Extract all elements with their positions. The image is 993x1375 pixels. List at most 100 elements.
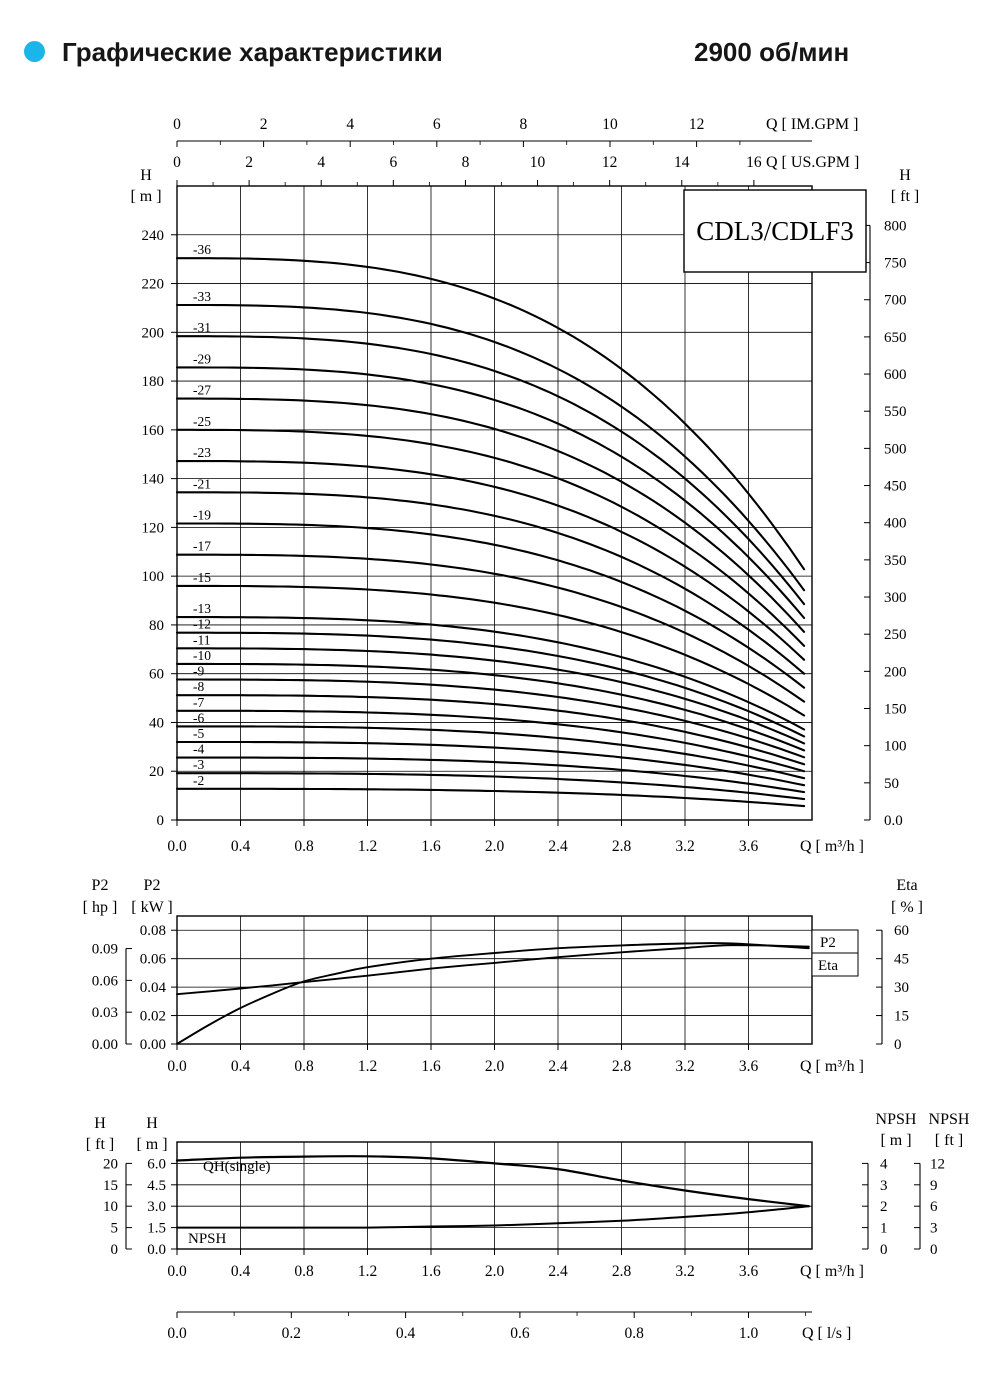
npsh-ft-tick-label: 6	[930, 1199, 938, 1215]
curve-p2	[176, 944, 810, 996]
qh-curve-label-6: -6	[193, 710, 204, 725]
q-m3h-tick-label: 2.8	[612, 1058, 632, 1075]
qh-curve-stage-25	[175, 428, 806, 647]
qh-curve-label-15: -15	[193, 570, 211, 585]
q-ls-tick-label: 0.2	[282, 1325, 301, 1342]
p2-hp-tick-label: 0.06	[92, 973, 119, 989]
q-m3h-tick-label: 2.0	[485, 1058, 505, 1075]
qh-curve-label-36: -36	[193, 242, 211, 257]
q-m3h-tick-label: 0.4	[231, 1058, 251, 1075]
p2-kw-tick-label: 0.00	[140, 1037, 166, 1053]
q-ls-tick-label: 0.4	[396, 1325, 416, 1342]
q-m3h-tick-label: 2.8	[612, 1263, 632, 1280]
npsh-ft-axis-unit: [ ft ]	[935, 1132, 963, 1149]
q-m3h-tick-label: 0.8	[294, 838, 314, 855]
npsh-m-tick-label: 1	[880, 1221, 888, 1237]
q-usgpm-tick-label: 8	[462, 154, 470, 171]
qh-curve-label-3: -3	[193, 757, 204, 772]
q-usgpm-tick-label: 0	[173, 154, 181, 171]
h-ft-tick-label: 5	[111, 1221, 119, 1237]
qh-curve-label-23: -23	[193, 445, 211, 460]
bullet-icon	[24, 41, 45, 62]
q-usgpm-tick-label: 12	[602, 154, 618, 171]
qh-curve-stage-11	[175, 647, 806, 745]
h-m-axis-title: H	[146, 1115, 158, 1132]
q-m3h-tick-label: 2.4	[548, 1058, 568, 1075]
qh-curve-label-21: -21	[193, 476, 211, 491]
q-usgpm-tick-label: 14	[674, 154, 690, 171]
q-imgpm-tick-label: 10	[602, 116, 618, 133]
q-imgpm-tick-label: 12	[689, 116, 705, 133]
h-m-tick-label: 80	[149, 618, 164, 634]
qh-curve-label-2: -2	[193, 773, 204, 788]
q-m3h-axis-title: Q [ m³/h ]	[800, 1263, 864, 1280]
q-imgpm-tick-label: 2	[260, 116, 268, 133]
npsh-m-axis-title: NPSH	[876, 1111, 917, 1128]
h-ft-tick-label: 450	[884, 479, 907, 495]
qh-curve-stage-29	[175, 366, 806, 620]
q-m3h-tick-label: 1.2	[358, 838, 377, 855]
qh-curve-label-31: -31	[193, 320, 211, 335]
q-m3h-tick-label: 2.0	[485, 838, 505, 855]
h-ft-tick-label: 100	[884, 739, 907, 755]
h-ft-tick-label: 350	[884, 553, 907, 569]
qh-curve-stage-21	[175, 491, 806, 675]
header: Графические характеристики 2900 об/мин	[0, 0, 993, 90]
q-ls-tick-label: 1.0	[739, 1325, 759, 1342]
p2-hp-axis-unit: [ hp ]	[83, 899, 118, 916]
qh-curve-stage-15	[175, 584, 806, 717]
qh-curve-label-17: -17	[193, 539, 211, 554]
h-ft-tick-label: 700	[884, 293, 907, 309]
qh-curve-stage-6	[175, 725, 806, 780]
q-m3h-tick-label: 0.0	[167, 1263, 187, 1280]
qh-curve-stage-4	[175, 756, 806, 794]
h-m-tick-label: 120	[142, 520, 165, 536]
q-ls-tick-label: 0.0	[167, 1325, 187, 1342]
q-usgpm-tick-label: 4	[317, 154, 325, 171]
h-m-tick-label: 1.5	[147, 1221, 166, 1237]
eta-label-box	[811, 952, 859, 977]
h-m-tick-label: 60	[149, 667, 164, 683]
q-m3h-tick-label: 0.4	[231, 838, 251, 855]
q-imgpm-axis-title: Q [ IM.GPM ]	[766, 116, 858, 133]
h-m-tick-label: 20	[149, 764, 164, 780]
h-m-axis-title: H	[140, 167, 152, 184]
page-title: Графические характеристики	[62, 37, 443, 67]
q-imgpm-tick-label: 6	[433, 116, 441, 133]
p2-hp-tick-label: 0.09	[92, 942, 118, 958]
h-m-tick-label: 40	[149, 715, 164, 731]
model-label: CDL3/CDLF3	[696, 216, 854, 246]
q-m3h-tick-label: 0.4	[231, 1263, 251, 1280]
model-box	[683, 189, 867, 273]
npsh-m-tick-label: 3	[880, 1178, 888, 1194]
h-ft-tick-label: 0.0	[884, 813, 903, 829]
h-m-tick-label: 3.0	[147, 1199, 166, 1215]
h-m-tick-label: 220	[142, 277, 165, 293]
h-ft-tick-label: 750	[884, 256, 907, 272]
q-m3h-tick-label: 3.6	[739, 1263, 759, 1280]
q-m3h-axis-title: Q [ m³/h ]	[800, 838, 864, 855]
h-ft-tick-label: 300	[884, 590, 907, 606]
npsh-m-tick-label: 4	[880, 1156, 888, 1172]
qh-curve-stage-2	[175, 787, 806, 808]
h-ft-tick-label: 650	[884, 330, 907, 346]
qh-curve-stage-3	[175, 772, 806, 801]
qh-curve-label-8: -8	[193, 679, 204, 694]
eta-axis-unit: [ % ]	[891, 899, 923, 916]
h-m-axis-unit: [ m ]	[136, 1136, 167, 1153]
qh-curve-label-5: -5	[193, 726, 204, 741]
curve-npsh	[176, 1205, 810, 1229]
qh-curve-stage-36	[175, 257, 806, 571]
h-m-tick-label: 160	[142, 423, 165, 439]
qh-curve-label-27: -27	[193, 383, 211, 398]
h-ft-tick-label: 500	[884, 441, 907, 457]
npsh-ft-axis-title: NPSH	[929, 1111, 970, 1128]
qh-curve-label-19: -19	[193, 507, 211, 522]
qh-curve-label-29: -29	[193, 351, 211, 366]
q-m3h-tick-label: 0.0	[167, 838, 187, 855]
qh-curve-stage-23	[175, 460, 806, 661]
qh-curve-label-11: -11	[193, 632, 211, 647]
q-m3h-tick-label: 3.6	[739, 838, 759, 855]
h-ft-tick-label: 800	[884, 218, 907, 234]
eta-tick-label: 15	[894, 1009, 909, 1025]
